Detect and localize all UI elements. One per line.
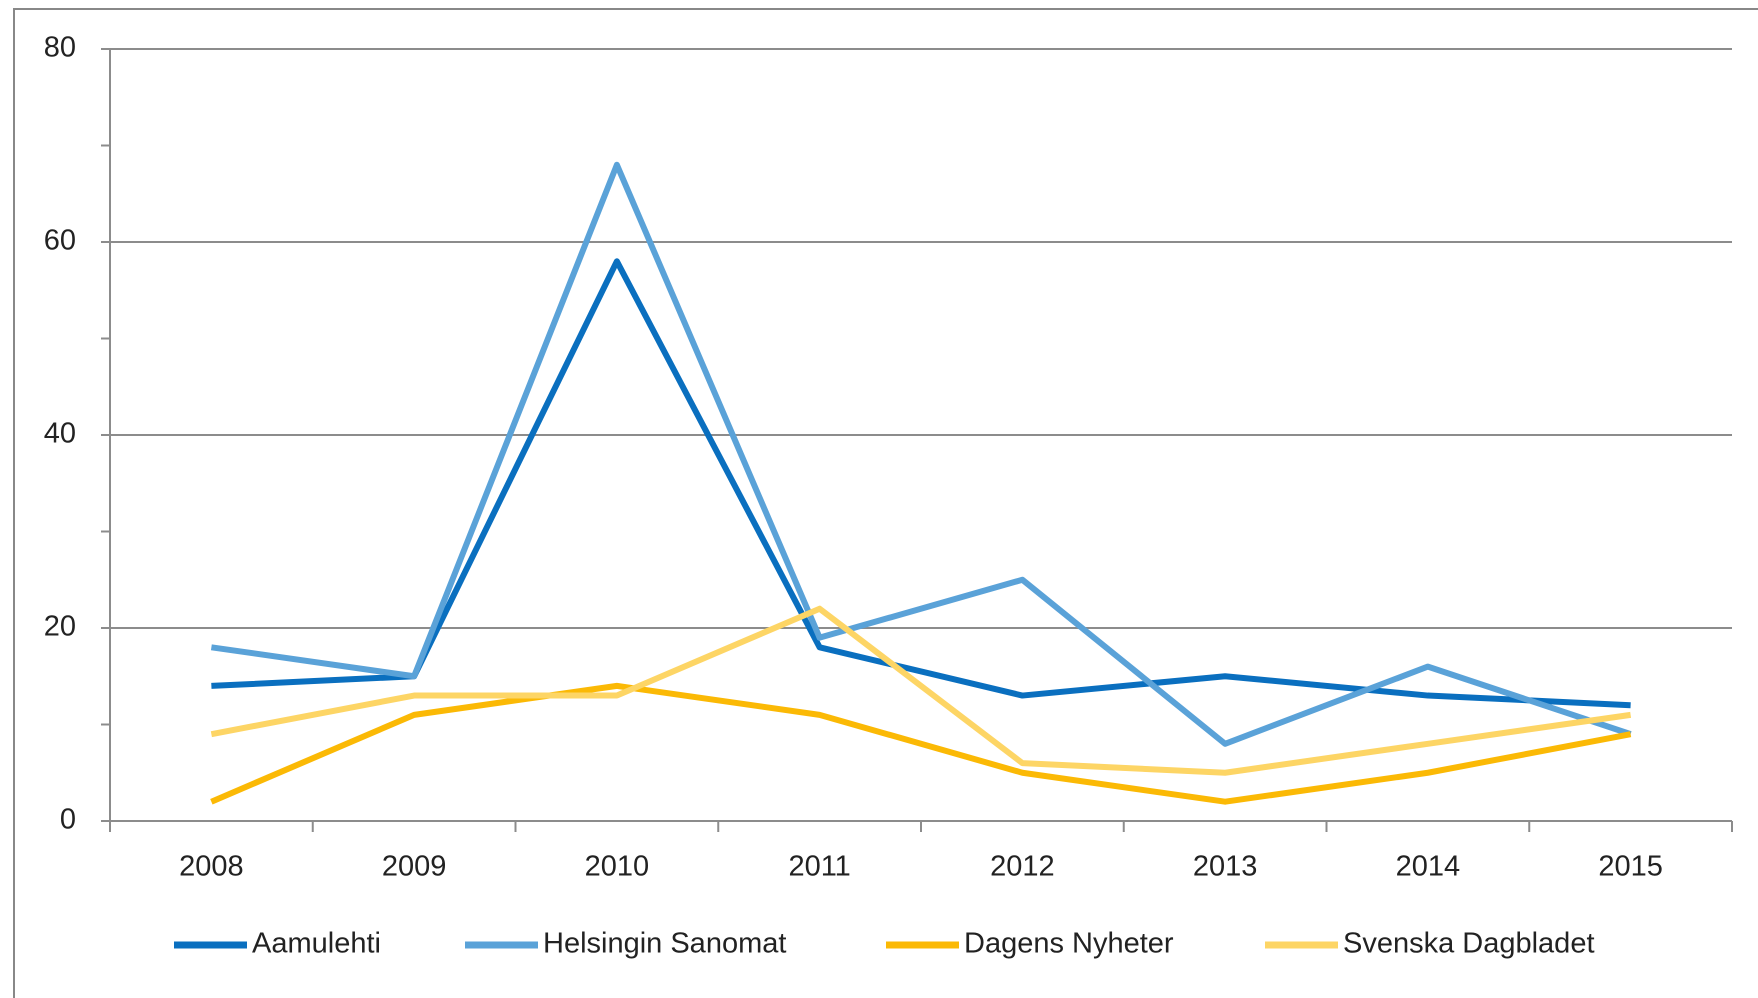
y-tick-label: 60 <box>44 225 76 257</box>
x-tick-label: 2014 <box>1396 851 1461 883</box>
x-tick-label: 2010 <box>585 851 650 883</box>
legend-label: Aamulehti <box>252 928 381 960</box>
x-tick-label: 2011 <box>788 851 850 883</box>
y-tick-label: 80 <box>44 32 76 64</box>
x-tick-label: 2009 <box>382 851 447 883</box>
y-tick-label: 40 <box>44 418 76 450</box>
series-line <box>210 682 1632 805</box>
x-tick-label: 2008 <box>179 851 244 883</box>
y-tick-label: 0 <box>60 804 76 836</box>
legend-label: Helsingin Sanomat <box>543 928 786 960</box>
series-line <box>210 605 1632 776</box>
chart-frame <box>13 8 1758 998</box>
x-tick-label: 2012 <box>990 851 1055 883</box>
series-line <box>210 161 1632 747</box>
y-tick-label: 20 <box>44 611 76 643</box>
legend-label: Dagens Nyheter <box>964 928 1174 960</box>
x-tick-label: 2015 <box>1598 851 1663 883</box>
legend-label: Svenska Dagbladet <box>1343 928 1595 960</box>
x-tick-label: 2013 <box>1193 851 1258 883</box>
series-line <box>211 258 1631 709</box>
